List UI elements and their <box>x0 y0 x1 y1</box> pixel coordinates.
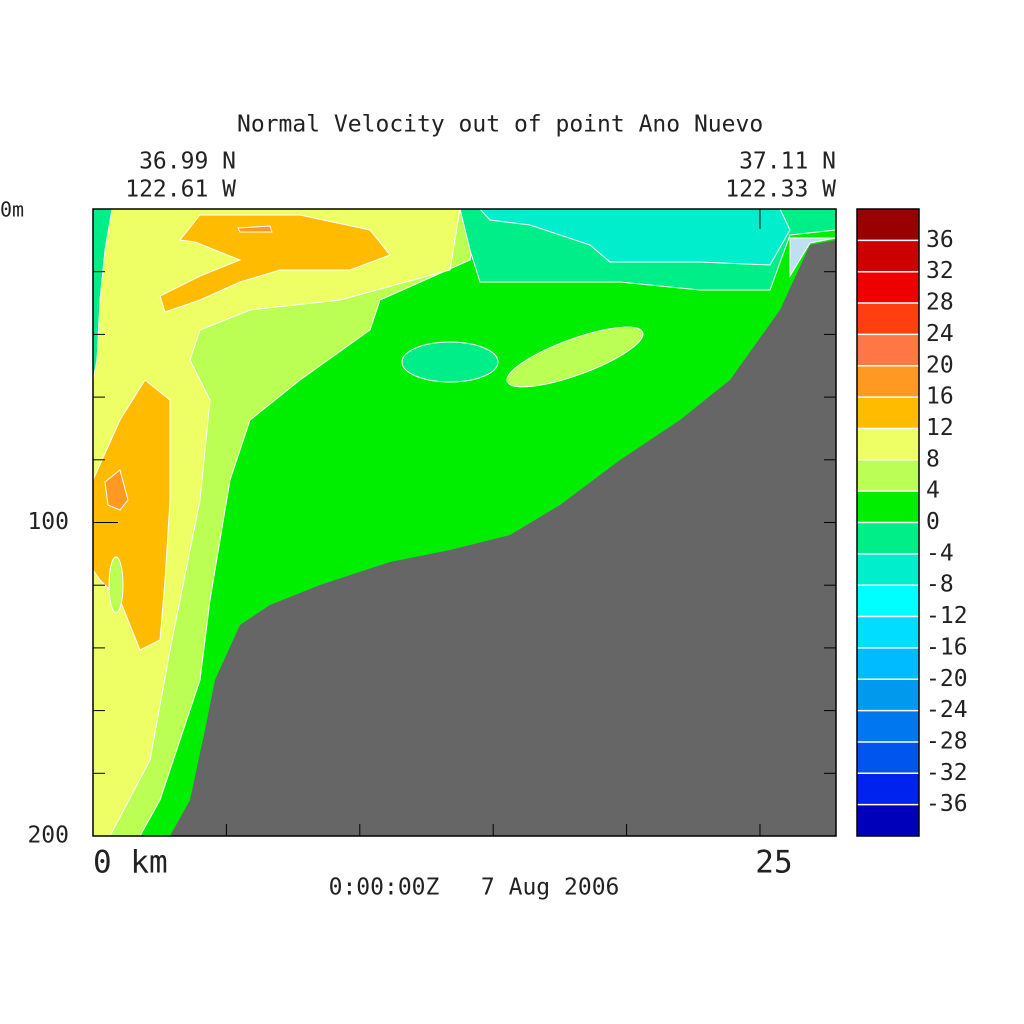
colorbar-band <box>857 428 919 460</box>
colorbar-label: 28 <box>926 290 954 316</box>
y-tick-label: 0m <box>0 198 24 222</box>
colorbar-label: -32 <box>926 760 968 786</box>
y-tick-label: 200 <box>27 823 69 849</box>
colorbar-label: -8 <box>926 572 954 598</box>
colorbar-band <box>857 585 919 617</box>
colorbar-band <box>857 303 919 335</box>
colorbar-band <box>857 365 919 398</box>
start-lon: 122.61 W <box>125 177 236 203</box>
colorbar-label: 24 <box>926 321 954 347</box>
colorbar-label: 12 <box>926 415 954 441</box>
contour-region <box>506 326 644 388</box>
colorbar-band <box>857 397 919 429</box>
colorbar-label: -20 <box>926 666 968 692</box>
colorbar-label: 4 <box>926 478 940 504</box>
x-tick-label: 25 <box>755 845 792 881</box>
time-label: 0:00:00Z 7 Aug 2006 <box>329 875 620 901</box>
contour-region <box>789 237 836 278</box>
colorbar-label: -24 <box>926 697 968 723</box>
colorbar-label: 32 <box>926 258 954 284</box>
colorbar-band <box>857 616 919 648</box>
colorbar-band <box>857 553 919 586</box>
contour-region <box>104 469 129 511</box>
contour-region <box>401 341 499 383</box>
chart-title: Normal Velocity out of point Ano Nuevo <box>237 112 763 138</box>
y-tick-label: 100 <box>27 509 69 535</box>
contour-region <box>93 209 461 836</box>
colorbar-label: -28 <box>926 728 968 754</box>
colorbar-band <box>857 459 919 492</box>
colorbar-band <box>857 773 919 805</box>
colorbar-band <box>857 334 919 366</box>
colorbar-label: 8 <box>926 446 940 472</box>
colorbar-label: -12 <box>926 603 968 629</box>
colorbar-band <box>857 804 919 836</box>
plot-area <box>92 208 837 837</box>
colorbar-band <box>857 522 919 554</box>
colorbar-band <box>857 240 919 272</box>
colorbar-label: 16 <box>926 384 954 410</box>
colorbar-frame <box>856 208 920 837</box>
contour-region <box>159 214 391 313</box>
colorbar-band <box>857 209 919 241</box>
contour-field <box>93 209 836 836</box>
colorbar-band <box>857 491 919 523</box>
land <box>170 240 836 836</box>
colorbar-label: 20 <box>926 352 954 378</box>
colorbar-band <box>857 679 919 711</box>
end-lon: 122.33 W <box>725 177 836 203</box>
contour-region <box>479 209 791 266</box>
contour-region <box>93 209 113 381</box>
contour-region <box>108 556 124 614</box>
colorbar-band <box>857 647 919 680</box>
colorbar-label: -36 <box>926 791 968 817</box>
contour-region <box>237 225 273 233</box>
x-tick-label: 0 km <box>93 845 168 881</box>
colorbar-label: -16 <box>926 634 968 660</box>
colorbar-band <box>857 271 919 304</box>
end-lat: 37.11 N <box>739 149 836 175</box>
colorbar-label: 36 <box>926 227 954 253</box>
colorbar-label: -4 <box>926 540 954 566</box>
colorbar-label: 0 <box>926 509 940 535</box>
colorbar-band <box>857 710 919 742</box>
start-lat: 36.99 N <box>139 149 236 175</box>
colorbar-band <box>857 741 919 774</box>
